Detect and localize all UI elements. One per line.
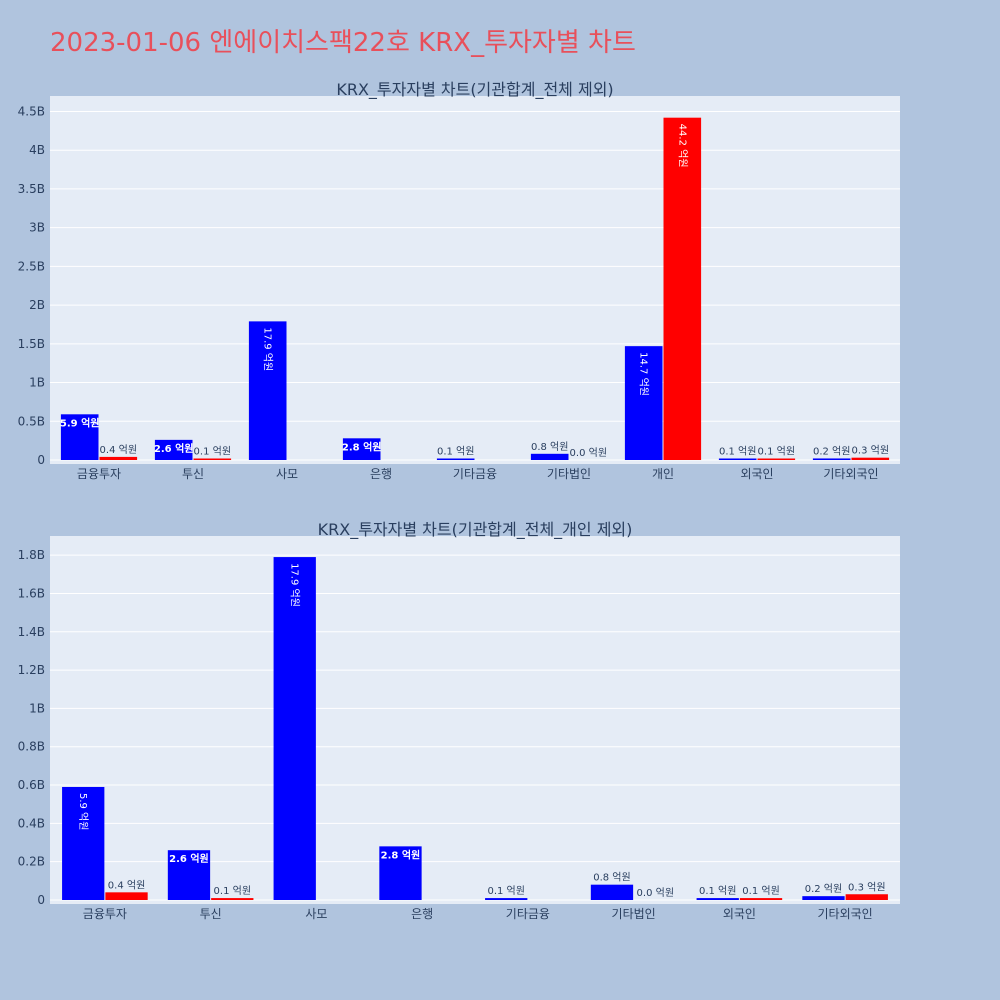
y-tick-label: 2B <box>29 298 45 312</box>
plot-area <box>50 96 900 464</box>
x-tick-label: 외국인 <box>723 907 756 921</box>
data-label: 0.3 억원 <box>848 881 885 893</box>
y-tick-label: 2.5B <box>18 259 45 273</box>
data-label: 0.1 억원 <box>194 446 231 458</box>
data-label: 44.2 억원 <box>676 124 688 168</box>
y-tick-label: 0.2B <box>18 855 45 869</box>
x-tick-label: 외국인 <box>740 467 773 481</box>
data-label: 14.7 억원 <box>638 352 650 396</box>
chart-1: 0 0.5B 1B 1.5B 2B 2.5B 3B 3.5B 4B 4.5B KRX_투자자별 차트… <box>18 80 900 481</box>
bar <box>273 557 316 900</box>
bar <box>845 894 888 900</box>
data-label: 0.2 억원 <box>805 883 842 895</box>
x-tick-label: 개인 <box>652 467 674 481</box>
data-label: 0.8 억원 <box>531 441 568 453</box>
data-label: 0.4 억원 <box>108 879 145 891</box>
data-label: 0.1 억원 <box>719 446 756 458</box>
bar <box>193 458 232 460</box>
chart-title: KRX_투자자별 차트(기관합계_전체_개인 제외) <box>318 520 633 540</box>
x-tick-label: 기타금융 <box>453 467 497 481</box>
x-tick-label: 기타법인 <box>547 467 591 481</box>
y-tick-label: 1.2B <box>18 663 45 677</box>
y-tick-label: 4B <box>29 143 45 157</box>
data-label: 0.2 억원 <box>813 445 850 457</box>
data-label: 2.6 억원 <box>169 852 209 865</box>
x-tick-label: 투신 <box>200 907 222 921</box>
bar <box>379 846 422 900</box>
y-tick-label: 3B <box>29 221 45 235</box>
y-tick-label: 1.8B <box>18 548 45 562</box>
data-label: 17.9 억원 <box>262 327 274 371</box>
x-tick-label: 은행 <box>411 906 433 921</box>
y-tick-label: 0.5B <box>18 414 45 428</box>
bar <box>211 898 254 900</box>
plot-area <box>50 536 900 904</box>
bar <box>99 456 138 460</box>
x-tick-label: 기타외국인 <box>823 467 878 481</box>
y-tick-label: 1.5B <box>18 337 45 351</box>
x-tick-label: 금융투자 <box>83 907 127 921</box>
y-tick-label: 0 <box>37 893 45 907</box>
bar <box>485 898 528 900</box>
data-label: 5.9 억원 <box>60 416 100 429</box>
bar <box>757 458 796 460</box>
data-label: 0.1 억원 <box>437 446 474 458</box>
x-tick-label: 기타법인 <box>612 907 656 921</box>
x-tick-label: 금융투자 <box>77 467 121 481</box>
bar <box>436 458 475 460</box>
x-tick-label: 투신 <box>182 467 204 481</box>
bar <box>718 458 757 460</box>
x-tick-label: 기타외국인 <box>818 907 873 921</box>
bar <box>812 458 851 460</box>
bar <box>851 457 890 460</box>
bar <box>154 439 193 460</box>
bar <box>739 898 783 900</box>
data-label: 2.8 억원 <box>342 440 382 453</box>
bar <box>663 117 702 460</box>
data-label: 0.3 억원 <box>852 445 889 457</box>
data-label: 2.6 억원 <box>154 442 194 455</box>
bar <box>62 786 105 900</box>
data-label: 5.9 억원 <box>77 793 89 830</box>
y-tick-label: 1B <box>29 701 45 715</box>
y-tick-label: 1B <box>29 376 45 390</box>
data-label: 0.8 억원 <box>593 872 630 884</box>
chart-title: KRX_투자자별 차트(기관합계_전체 제외) <box>336 80 613 100</box>
data-label: 0.1 억원 <box>742 885 779 897</box>
bar <box>802 896 845 900</box>
bar <box>60 414 99 460</box>
x-tick-label: 사모 <box>305 907 327 921</box>
bar <box>696 898 739 900</box>
data-label: 0.1 억원 <box>487 885 524 897</box>
bar <box>530 453 569 460</box>
y-tick-label: 0.6B <box>18 778 45 792</box>
data-label: 0.0 억원 <box>637 887 674 899</box>
bar <box>248 321 287 460</box>
y-tick-label: 0 <box>37 453 45 467</box>
data-label: 0.1 억원 <box>214 885 251 897</box>
chart-2: 0 0.2B 0.4B 0.6B 0.8B 1B 1.2B 1.4B 1.6B 1.8B KRX_투… <box>18 520 900 921</box>
bar <box>105 892 148 900</box>
y-tick-label: 0.4B <box>18 816 45 830</box>
y-tick-label: 1.4B <box>18 625 45 639</box>
y-tick-label: 1.6B <box>18 586 45 600</box>
y-tick-label: 3.5B <box>18 182 45 196</box>
data-label: 17.9 억원 <box>289 563 301 607</box>
data-label: 0.0 억원 <box>570 447 607 459</box>
y-tick-label: 4.5B <box>18 104 45 118</box>
bar <box>342 438 381 460</box>
data-label: 0.1 억원 <box>699 885 736 897</box>
y-tick-label: 0.8B <box>18 740 45 754</box>
bar <box>167 850 211 900</box>
page-title: 2023-01-06 엔에이치스팩22호 KRX_투자자별 차트 <box>50 28 636 58</box>
bar <box>624 346 663 460</box>
bar <box>590 884 634 900</box>
x-tick-label: 사모 <box>276 467 298 481</box>
data-label: 0.4 억원 <box>100 444 137 456</box>
data-label: 2.8 억원 <box>381 848 421 861</box>
data-label: 0.1 억원 <box>758 446 795 458</box>
x-tick-label: 기타금융 <box>506 907 550 921</box>
x-tick-label: 은행 <box>370 466 392 481</box>
